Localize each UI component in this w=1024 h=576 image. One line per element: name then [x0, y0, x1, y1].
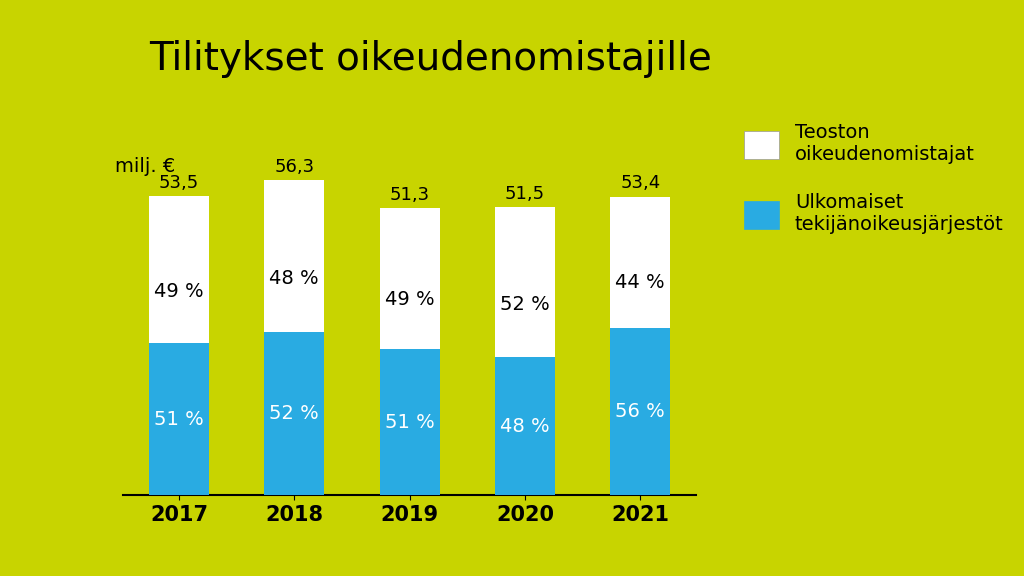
Text: 53,5: 53,5 [159, 173, 199, 192]
Legend: Teoston
oikeudenomistajat, Ulkomaiset
tekijänoikeusjärjestöt: Teoston oikeudenomistajat, Ulkomaiset te… [734, 113, 1014, 244]
Text: Tilitykset oikeudenomistajille: Tilitykset oikeudenomistajille [148, 40, 712, 78]
Bar [264, 180, 325, 332]
Text: 51,3: 51,3 [389, 186, 430, 204]
Text: milj. €: milj. € [116, 157, 176, 176]
Text: 49 %: 49 % [155, 282, 204, 301]
Bar [380, 349, 439, 495]
Text: 52 %: 52 % [500, 295, 550, 314]
Text: 44 %: 44 % [615, 272, 665, 291]
Text: 56,3: 56,3 [274, 158, 314, 176]
Text: 48 %: 48 % [500, 416, 550, 435]
Text: 52 %: 52 % [269, 404, 319, 423]
Bar [148, 196, 209, 343]
Bar [495, 207, 555, 357]
Text: 49 %: 49 % [385, 290, 434, 309]
Bar [495, 357, 555, 495]
Text: 48 %: 48 % [269, 269, 319, 288]
Text: 56 %: 56 % [615, 402, 666, 421]
Bar [610, 328, 671, 495]
Text: 51 %: 51 % [154, 410, 204, 429]
Bar [380, 209, 439, 349]
Text: 53,4: 53,4 [621, 174, 660, 192]
Text: 51,5: 51,5 [505, 185, 545, 203]
Text: 51 %: 51 % [385, 412, 434, 431]
Bar [264, 332, 325, 495]
Bar [610, 196, 671, 328]
Bar [148, 343, 209, 495]
